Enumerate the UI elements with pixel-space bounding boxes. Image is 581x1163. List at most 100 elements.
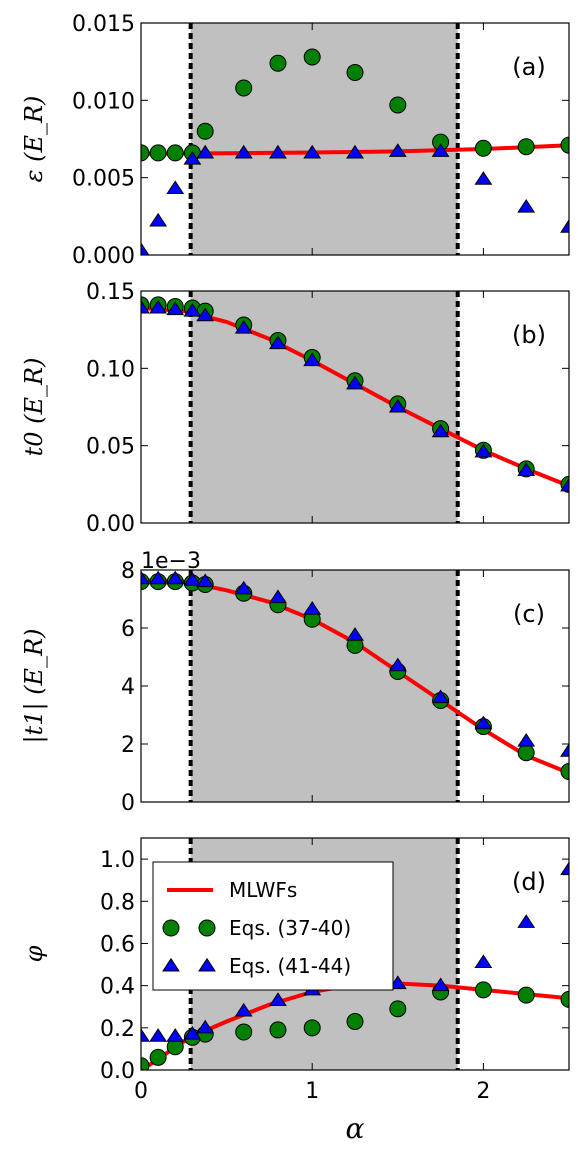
triangle-point (269, 144, 287, 159)
plot-area (141, 296, 569, 493)
triangle-point (269, 335, 287, 350)
triangle-point (474, 171, 493, 185)
circle-point (235, 79, 253, 97)
shaded-region (190, 23, 458, 255)
triangle-point (388, 657, 407, 672)
triangle-point (560, 743, 569, 757)
circle-point (560, 990, 569, 1008)
legend-entry: Eqs. (41-44) (229, 954, 351, 978)
triangle-point (431, 423, 450, 438)
x-tick-label: 1 (305, 1079, 319, 1104)
panel-label: (d) (512, 868, 546, 896)
panel-a: 0.000 0.005 0.010 0.015 (a) ε (E_R) (20, 12, 570, 269)
triangle-point (234, 320, 253, 334)
y-tick-label: 0.10 (86, 357, 135, 382)
triangle-point (474, 443, 493, 458)
triangle-point (141, 299, 150, 314)
triangle-point (269, 992, 287, 1006)
triangle-point (474, 954, 493, 968)
triangle-point (560, 477, 569, 492)
triangle-point (183, 572, 202, 586)
y-axis-label: φ (20, 945, 48, 962)
triangle-point (303, 144, 322, 159)
triangle-point (388, 975, 407, 990)
triangle-point (183, 1026, 202, 1040)
circle-point (149, 1048, 167, 1066)
circle-point (196, 122, 214, 140)
triangle-point (149, 212, 168, 227)
panel-d: 0.0 0.2 0.4 0.6 0.8 1.0 0 1 2 (d) φ α MLWFs Eqs. (37-… (20, 837, 570, 1145)
legend-triangle-swatch (198, 957, 216, 972)
triangle-point (141, 242, 150, 255)
y-tick-label: 0.4 (100, 975, 135, 1000)
circle-point (141, 144, 150, 162)
triangle-point (234, 144, 253, 159)
x-tick-label: 0 (134, 1079, 148, 1104)
triangle-point (234, 580, 253, 595)
triangle-point (431, 143, 450, 157)
plot-area (141, 48, 569, 255)
triangle-point (234, 1002, 253, 1017)
circle-point (269, 1021, 287, 1039)
triangle-point (346, 144, 364, 159)
triangle-point (388, 143, 407, 157)
x-tick-label: 2 (476, 1079, 490, 1104)
circle-point (389, 96, 407, 114)
triangle-point (517, 462, 536, 476)
y-tick-label: 0.6 (100, 932, 135, 957)
y-tick-label: 0.8 (100, 890, 135, 915)
y-tick-label: 0.005 (72, 167, 135, 192)
y-tick-label: 0.2 (100, 1017, 135, 1042)
panel-label: (b) (512, 321, 546, 349)
triangle-point (166, 301, 185, 316)
triangle-point (303, 352, 322, 367)
triangle-point (166, 570, 185, 585)
y-tick-label: 0.15 (86, 280, 135, 305)
triangle-point (196, 1019, 215, 1034)
triangle-point (431, 689, 450, 704)
axes-frame (140, 290, 570, 524)
triangle-point (196, 144, 215, 159)
triangle-point (149, 570, 168, 585)
triangle-point (346, 627, 364, 641)
circle-point (346, 1012, 364, 1030)
y-tick-label: 0.010 (72, 89, 135, 114)
panel-label: (c) (513, 600, 545, 628)
y-tick-label: 6 (121, 617, 135, 642)
shaded-region (190, 291, 458, 523)
y-tick-label: 8 (121, 559, 135, 584)
triangle-point (517, 198, 536, 213)
y-tick-label: 0.015 (72, 12, 135, 37)
y-tick-label: 0.0 (100, 1059, 135, 1084)
y-axis-label: t0 (E_R) (20, 358, 48, 457)
y-tick-label: 4 (121, 675, 135, 700)
triangle-point (196, 573, 215, 588)
triangle-point (346, 375, 364, 390)
shaded-region (190, 570, 458, 802)
circle-point (235, 1023, 253, 1041)
circle-point (269, 54, 287, 72)
circle-point (303, 48, 321, 66)
triangle-point (474, 715, 493, 730)
circle-point (517, 744, 535, 762)
circle-point (303, 1019, 321, 1037)
circle-point (346, 63, 364, 81)
triangle-point (141, 570, 150, 585)
legend: MLWFs Eqs. (37-40) Eqs. (41-44) (152, 861, 394, 991)
triangle-point (141, 1028, 150, 1042)
y-tick-label: 0.000 (72, 244, 135, 269)
legend-circle-swatch (198, 919, 216, 937)
circle-point (517, 986, 535, 1004)
triangle-point (560, 861, 569, 876)
triangle-point (303, 601, 322, 615)
legend-triangle-swatch (162, 957, 180, 972)
triangle-point (183, 150, 202, 165)
legend-entry: MLWFs (229, 878, 297, 902)
y-tick-label: 0 (121, 791, 135, 816)
triangle-point (431, 977, 450, 992)
circle-point (517, 138, 535, 156)
axes-frame (140, 837, 570, 1071)
triangle-point (388, 398, 407, 413)
y-tick-label: 2 (121, 733, 135, 758)
